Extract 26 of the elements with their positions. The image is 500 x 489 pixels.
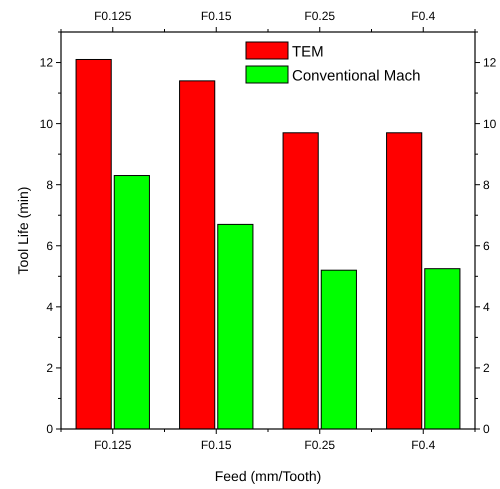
category-label: F0.25	[304, 9, 336, 23]
y-tick-label: 6	[46, 238, 54, 253]
category-label: F0.15	[200, 9, 232, 23]
y2-tick-label: 8	[483, 178, 490, 192]
category-label: F0.4	[411, 9, 436, 23]
y-tick-label: 4	[46, 300, 54, 314]
y2-tick-label: 0	[483, 422, 490, 436]
y-axis-title: Tool Life (min)	[15, 186, 31, 274]
x-tick-label: F0.4	[411, 438, 436, 452]
category-label: F0.125	[94, 9, 132, 23]
y2-tick-label: 12	[483, 56, 497, 70]
y-tick-label: 10	[40, 116, 54, 131]
legend-label: TEM	[292, 43, 324, 60]
x-tick-label: F0.25	[304, 438, 336, 452]
y-tick-label: 2	[46, 361, 54, 376]
legend-label: Conventional Mach	[292, 67, 420, 84]
x-tick-label: F0.125	[94, 438, 132, 452]
y2-tick-label: 6	[483, 238, 490, 253]
y2-tick-label: 10	[483, 116, 497, 131]
y-tick-label: 0	[46, 422, 54, 436]
x-axis-title: Feed (mm/Tooth)	[214, 468, 322, 484]
y-tick-label: 8	[46, 178, 54, 192]
x-tick-label: F0.15	[200, 438, 232, 452]
y2-tick-label: 4	[483, 300, 490, 314]
y-tick-label: 12	[40, 56, 54, 70]
y2-tick-label: 2	[483, 361, 490, 376]
